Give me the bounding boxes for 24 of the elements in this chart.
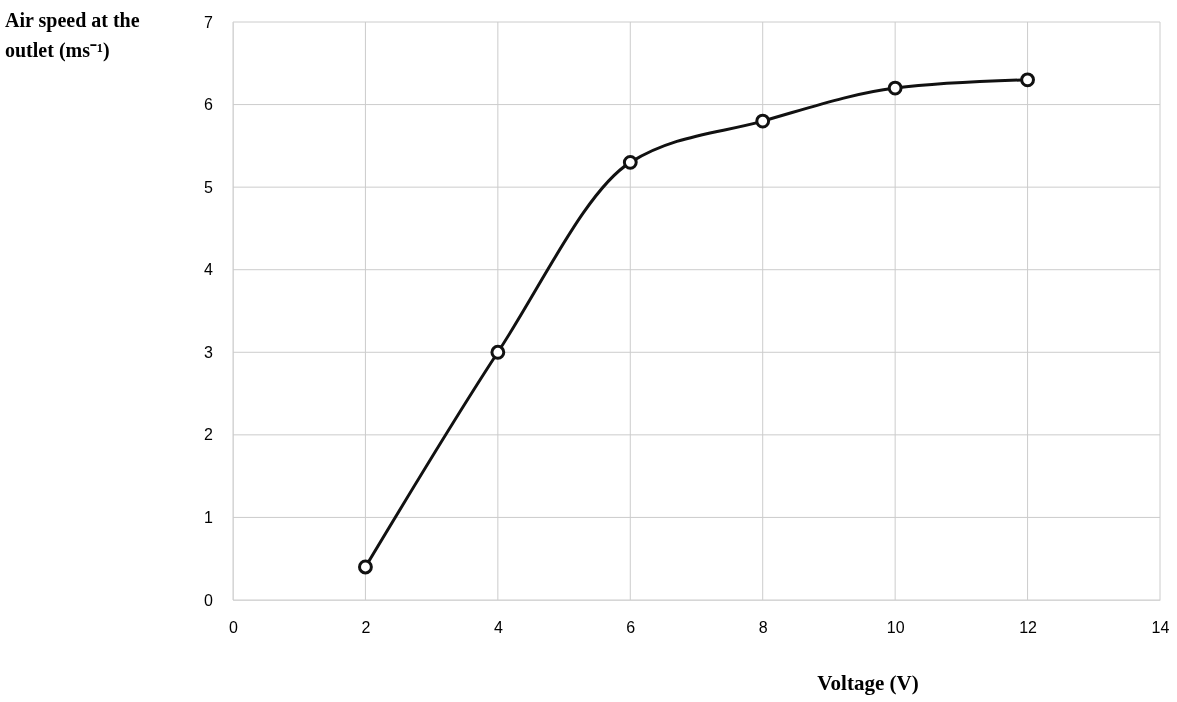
- y-tick-label: 7: [204, 13, 214, 31]
- point: [622, 154, 638, 170]
- y-tick-label: 2: [204, 426, 214, 444]
- x-tick-label: 10: [886, 619, 905, 637]
- point: [887, 80, 903, 96]
- point: [490, 344, 506, 360]
- x-tick-label: 2: [361, 619, 371, 637]
- x-axis-title: Voltage (V): [817, 671, 919, 695]
- y-tick-label: 3: [204, 343, 214, 361]
- x-tick-label: 12: [1019, 619, 1038, 637]
- y-tick-label: 5: [204, 178, 214, 196]
- x-tick-label: 0: [229, 619, 239, 637]
- y-tick-label: 1: [204, 509, 214, 527]
- x-tick-label: 14: [1151, 619, 1170, 637]
- x-tick-label: 8: [758, 619, 768, 637]
- point: [755, 113, 771, 129]
- y-tick-label: 6: [204, 96, 214, 114]
- point: [1020, 72, 1035, 88]
- y-tick-label: 0: [204, 591, 214, 609]
- x-tick-label: 4: [493, 619, 503, 637]
- point: [358, 559, 373, 575]
- y-tick-label: 4: [204, 261, 214, 279]
- y-axis-title: Air speed at the outlet (ms⁻¹): [5, 8, 141, 64]
- x-tick-label: 6: [626, 619, 636, 637]
